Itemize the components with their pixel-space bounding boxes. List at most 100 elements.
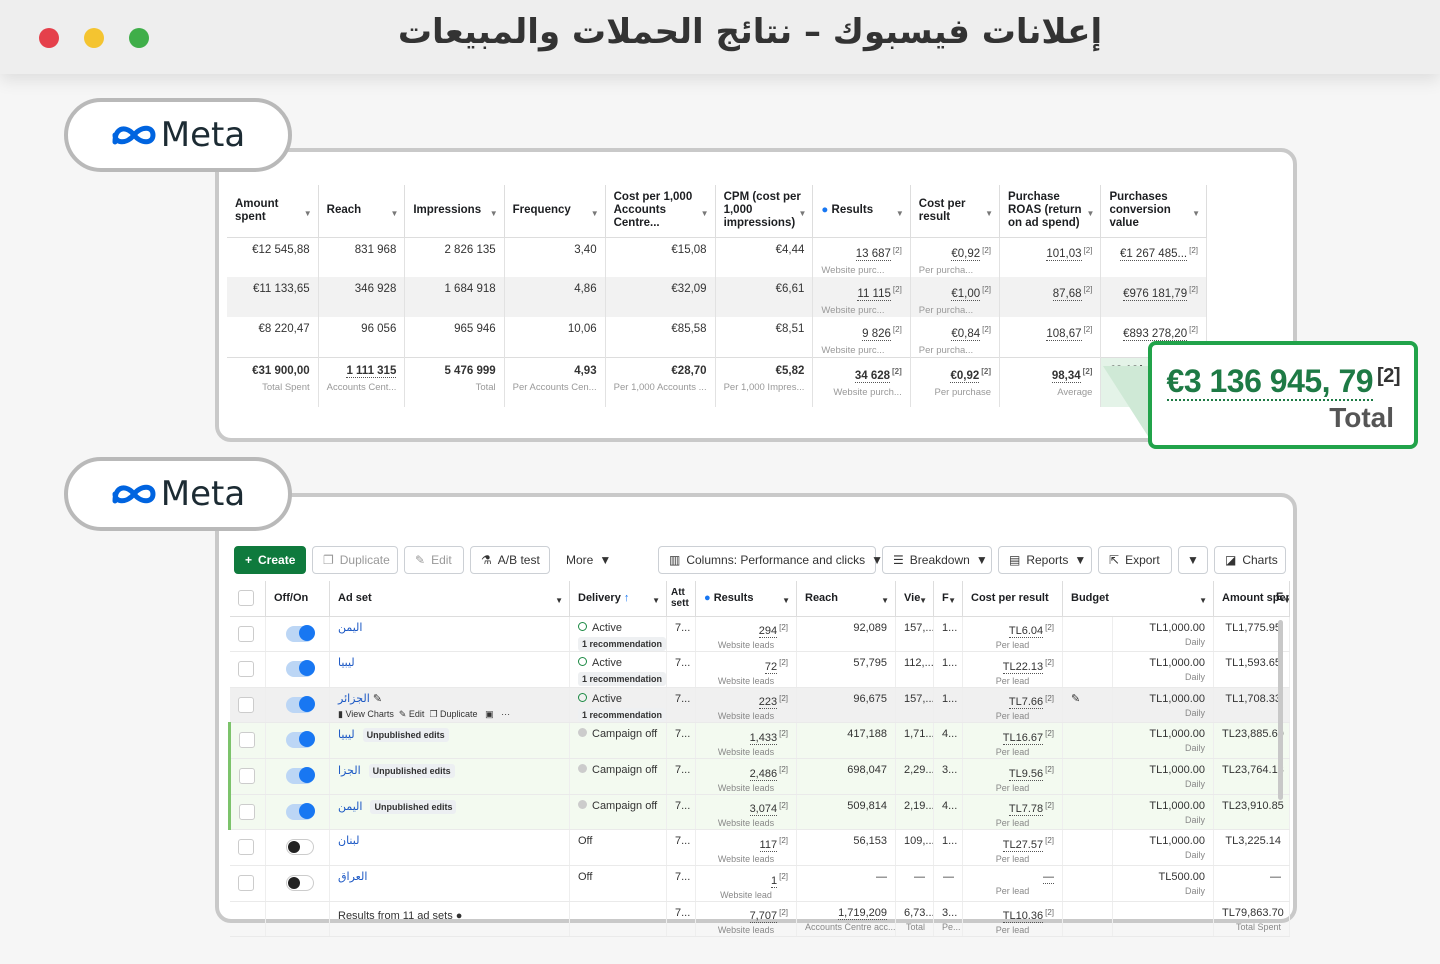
col-budget[interactable]: Budget ▼: [1062, 581, 1215, 617]
row-checkbox[interactable]: [239, 768, 255, 785]
preview-icon[interactable]: ▣: [485, 708, 494, 719]
results-value[interactable]: 223: [758, 696, 778, 710]
adset-row[interactable]: اليمن Active 1 recommendation 7... 294 [2] Web…: [229, 616, 1291, 653]
adset-row[interactable]: ليبيا Active 1 recommendation 7... 72 [2] Webs…: [229, 651, 1291, 688]
adset-name-link[interactable]: العراق: [338, 870, 368, 884]
budget-value[interactable]: TL1,000.00: [1149, 692, 1206, 705]
minimize-window-dot[interactable]: [84, 28, 104, 48]
adset-name-link[interactable]: اليمن: [338, 799, 363, 813]
adset-toggle[interactable]: [286, 731, 315, 749]
adset-name-link[interactable]: الجزائر: [338, 691, 370, 705]
col-frequency[interactable]: Frequency ▼: [504, 185, 606, 238]
col-amount-spent[interactable]: Amount spent▼: [1213, 581, 1291, 617]
adset-name-link[interactable]: الجزا: [338, 764, 361, 778]
col-delivery[interactable]: Delivery ↑ ▼: [569, 581, 667, 617]
select-all-checkbox[interactable]: [237, 590, 254, 607]
results-value[interactable]: 72: [764, 660, 778, 674]
budget-value[interactable]: TL1,000.00: [1149, 764, 1206, 777]
budget-value[interactable]: TL1,000.00: [1149, 799, 1206, 812]
adset-toggle[interactable]: [286, 767, 315, 785]
adset-name-link[interactable]: ليبيا: [338, 728, 355, 742]
table-scrollbar[interactable]: [1278, 620, 1283, 800]
results-value[interactable]: 117: [759, 839, 778, 853]
adset-name-link[interactable]: لبنان: [338, 834, 360, 848]
adset-toggle[interactable]: [286, 695, 315, 713]
cost-per-result-value[interactable]: TL16.67: [1002, 732, 1044, 746]
adset-row[interactable]: لبنان Off 7... 117 [2] Website leads 56,153 109…: [229, 829, 1291, 867]
edit-link[interactable]: Edit: [408, 708, 425, 719]
more-dropdown[interactable]: More ▼: [556, 546, 652, 574]
adset-row[interactable]: الجزا Unpublished edits Campaign off 7... 2,…: [228, 758, 1291, 795]
results-value[interactable]: 3,074: [749, 803, 778, 817]
edit-button[interactable]: ✎ Edit: [404, 546, 464, 574]
adset-toggle[interactable]: [286, 875, 314, 892]
budget-value[interactable]: TL500.00: [1158, 871, 1206, 884]
pencil-icon[interactable]: ✎: [1071, 692, 1081, 705]
adset-row[interactable]: العراق Off 7... 1 [2] Website lead — — — — Per lea…: [229, 865, 1291, 902]
adset-row[interactable]: الجزائر ✎ ▮ View Charts ✎ Edit ❐ Duplicat…: [229, 687, 1291, 724]
ab-test-button[interactable]: ⚗ A/B test: [470, 546, 550, 574]
col-results[interactable]: ● Results ▼: [812, 185, 911, 238]
budget-value[interactable]: TL1,000.00: [1149, 621, 1206, 634]
view-charts-link[interactable]: View Charts: [345, 708, 394, 719]
breakdown-dropdown[interactable]: ☰ Breakdown ▼: [882, 546, 992, 574]
budget-value[interactable]: TL1,000.00: [1149, 835, 1206, 848]
cost-per-result-value[interactable]: TL7.66: [1008, 696, 1044, 710]
select-all-checkbox-cell[interactable]: [229, 581, 266, 617]
col-results[interactable]: ● Results ▼: [695, 581, 797, 617]
adset-name-link[interactable]: ليبيا: [338, 656, 355, 670]
col-amount-spent[interactable]: Amount spent▼: [227, 185, 319, 238]
more-options-icon[interactable]: ···: [501, 708, 511, 719]
budget-value[interactable]: TL1,000.00: [1149, 728, 1206, 741]
row-checkbox[interactable]: [239, 803, 255, 820]
cost-per-result-value[interactable]: —: [1043, 871, 1055, 885]
row-checkbox[interactable]: [237, 839, 254, 856]
maximize-window-dot[interactable]: [129, 28, 149, 48]
duplicate-link[interactable]: Duplicate: [440, 708, 478, 719]
adset-row[interactable]: ليبيا Unpublished edits Campaign off 7... 1,…: [228, 722, 1291, 760]
col-impressions[interactable]: Impressions ▼: [404, 185, 505, 238]
duplicate-button[interactable]: ❐ Duplicate: [312, 546, 398, 574]
cost-per-result-value[interactable]: TL7.78: [1008, 803, 1044, 817]
cost-per-result-value[interactable]: TL9.56: [1008, 767, 1044, 781]
row-checkbox[interactable]: [239, 732, 255, 749]
col-roas[interactable]: Purchase ROAS (return on ad spend) ▼: [999, 185, 1102, 238]
recommendation-badge[interactable]: 1 recommendation: [578, 636, 666, 651]
cost-per-result-value[interactable]: TL27.57: [1002, 839, 1044, 853]
recommendation-badge[interactable]: 1 recommendation: [578, 707, 666, 722]
col-cost-per-1000[interactable]: Cost per 1,000 Accounts Centre... ▼: [605, 185, 716, 238]
info-icon[interactable]: ●: [455, 909, 463, 922]
budget-value[interactable]: TL1,000.00: [1149, 657, 1206, 670]
export-button[interactable]: ⇱ Export: [1098, 546, 1172, 574]
col-conversion-value[interactable]: Purchases conversion value ▼: [1100, 185, 1207, 238]
adset-toggle[interactable]: [286, 624, 315, 642]
columns-dropdown[interactable]: ▥ Columns: Performance and clicks ▼: [658, 546, 883, 574]
adset-row[interactable]: اليمن Unpublished edits Campaign off 7... 3,…: [228, 794, 1291, 831]
results-value[interactable]: 1: [770, 874, 778, 888]
col-attribution[interactable]: Att sett: [666, 581, 696, 617]
pencil-icon[interactable]: ✎: [372, 692, 383, 705]
row-checkbox[interactable]: [237, 696, 254, 713]
col-cpm[interactable]: CPM (cost per 1,000 impressions) ▼: [715, 185, 814, 238]
results-value[interactable]: 294: [758, 625, 778, 639]
adset-toggle[interactable]: [286, 660, 315, 678]
row-checkbox[interactable]: [237, 625, 254, 642]
col-reach[interactable]: Reach ▼: [796, 581, 896, 617]
row-checkbox[interactable]: [237, 875, 254, 892]
col-ad-set[interactable]: Ad set ▼: [329, 581, 570, 617]
results-value[interactable]: 1,433: [749, 732, 778, 746]
adset-toggle[interactable]: [286, 802, 315, 820]
cost-per-result-value[interactable]: TL22.13: [1002, 660, 1044, 674]
adset-name-link[interactable]: اليمن: [338, 620, 363, 634]
reports-dropdown[interactable]: ▤ Reports ▼: [998, 546, 1092, 574]
col-cost-per-result[interactable]: Cost per result ▼: [910, 185, 1001, 238]
col-frequency[interactable]: F ▼: [933, 581, 963, 617]
export-menu-dropdown[interactable]: ▼: [1178, 546, 1208, 574]
cost-per-result-value[interactable]: TL6.04: [1008, 625, 1044, 639]
recommendation-badge[interactable]: 1 recommendation: [578, 672, 666, 687]
col-cost-per-result[interactable]: Cost per result: [962, 581, 1064, 617]
create-button[interactable]: + Create: [234, 546, 306, 574]
col-views[interactable]: Vie ▼: [895, 581, 934, 617]
close-window-dot[interactable]: [39, 28, 59, 48]
col-reach[interactable]: Reach ▼: [318, 185, 406, 238]
